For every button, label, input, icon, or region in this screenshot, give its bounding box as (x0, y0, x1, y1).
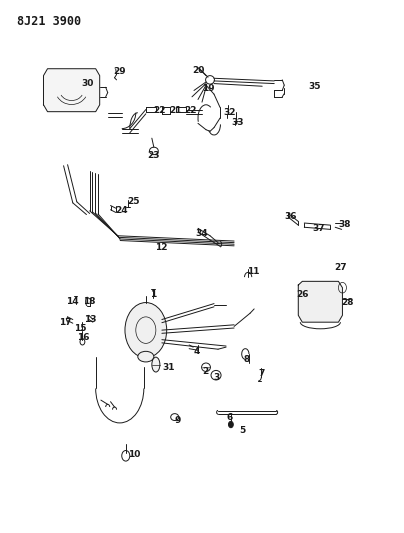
Text: 13: 13 (84, 315, 97, 324)
Text: 17: 17 (59, 318, 72, 327)
Text: 34: 34 (196, 229, 208, 238)
Text: 22: 22 (185, 106, 197, 115)
Text: 1: 1 (150, 289, 156, 298)
Text: 24: 24 (116, 206, 128, 215)
Text: 4: 4 (194, 347, 200, 356)
Text: 22: 22 (154, 106, 166, 115)
Text: 29: 29 (114, 67, 126, 76)
Text: 32: 32 (224, 108, 236, 117)
Text: 2: 2 (202, 367, 208, 376)
Polygon shape (298, 281, 343, 322)
Text: 7: 7 (258, 369, 265, 378)
Ellipse shape (138, 351, 154, 362)
Circle shape (125, 303, 167, 358)
Text: 38: 38 (338, 220, 351, 229)
Text: 26: 26 (296, 289, 309, 298)
Text: 37: 37 (312, 224, 325, 233)
Circle shape (229, 421, 233, 427)
Text: 31: 31 (163, 363, 175, 372)
Text: 12: 12 (155, 244, 167, 253)
Text: 8: 8 (243, 355, 249, 364)
Text: 25: 25 (128, 197, 140, 206)
Text: 15: 15 (74, 324, 86, 333)
Text: 14: 14 (67, 297, 79, 306)
Ellipse shape (152, 357, 160, 372)
Text: 9: 9 (175, 416, 181, 425)
Text: 10: 10 (128, 450, 140, 459)
Text: 35: 35 (308, 82, 321, 91)
Text: 18: 18 (82, 297, 95, 306)
Text: 3: 3 (213, 373, 219, 382)
Text: 21: 21 (170, 106, 182, 115)
Text: 16: 16 (78, 333, 90, 342)
Text: 19: 19 (202, 84, 215, 93)
Text: 11: 11 (247, 268, 260, 276)
Text: 36: 36 (284, 212, 297, 221)
Text: 33: 33 (232, 118, 244, 127)
Text: 27: 27 (334, 263, 347, 272)
Text: 8J21 3900: 8J21 3900 (17, 14, 82, 28)
Text: 20: 20 (192, 66, 204, 75)
Text: 5: 5 (239, 426, 245, 435)
Polygon shape (44, 69, 100, 112)
Text: 28: 28 (341, 298, 354, 307)
Text: 6: 6 (227, 413, 233, 422)
Text: 23: 23 (147, 151, 160, 160)
Text: 30: 30 (82, 79, 94, 88)
